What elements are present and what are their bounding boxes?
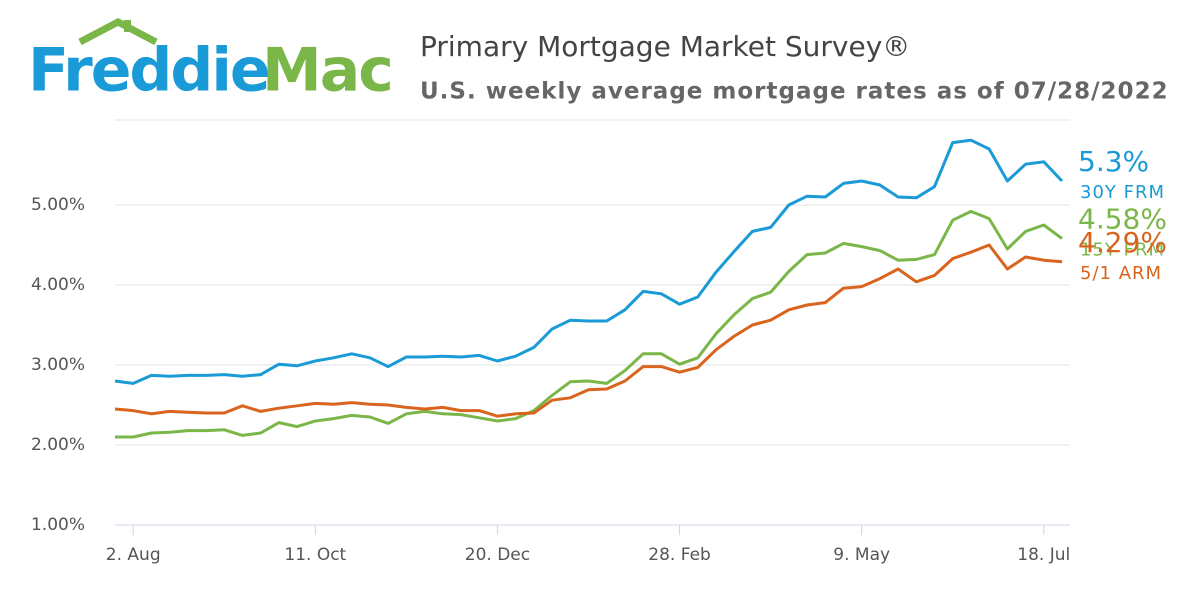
legend-label: 5/1 ARM	[1080, 263, 1162, 284]
x-tick-label: 2. Aug	[106, 545, 161, 565]
logo: Freddie Mac	[28, 18, 394, 106]
end-value-label: 4.29%	[1078, 226, 1167, 259]
series-line	[114, 243, 1063, 418]
y-tick-label: 3.00%	[31, 355, 85, 375]
logo-mac: Mac	[262, 36, 392, 106]
chart-subtitle: U.S. weekly average mortgage rates as of…	[420, 79, 1169, 105]
y-tick-label: 2.00%	[31, 435, 85, 455]
legend-label: 30Y FRM	[1080, 182, 1165, 203]
x-tick-label: 18. Jul	[1017, 545, 1070, 565]
chart-title: Primary Mortgage Market Survey®	[420, 30, 910, 63]
series-line	[114, 138, 1064, 385]
series-line	[115, 209, 1063, 439]
y-tick-label: 5.00%	[31, 195, 85, 215]
x-tick-label: 28. Feb	[648, 545, 711, 565]
end-value-label: 4.58%	[1078, 203, 1167, 236]
x-tick-label: 20. Dec	[465, 545, 530, 565]
logo-chimney	[124, 20, 131, 32]
logo-roof	[78, 18, 158, 46]
legend-label: 15Y FRM	[1080, 240, 1165, 261]
logo-freddie: Freddie	[28, 36, 269, 106]
y-tick-label: 1.00%	[31, 515, 85, 535]
x-tick-label: 11. Oct	[284, 545, 346, 565]
end-value-label: 5.3%	[1078, 145, 1149, 178]
x-tick-label: 9. May	[833, 545, 890, 565]
y-tick-label: 4.00%	[31, 275, 85, 295]
